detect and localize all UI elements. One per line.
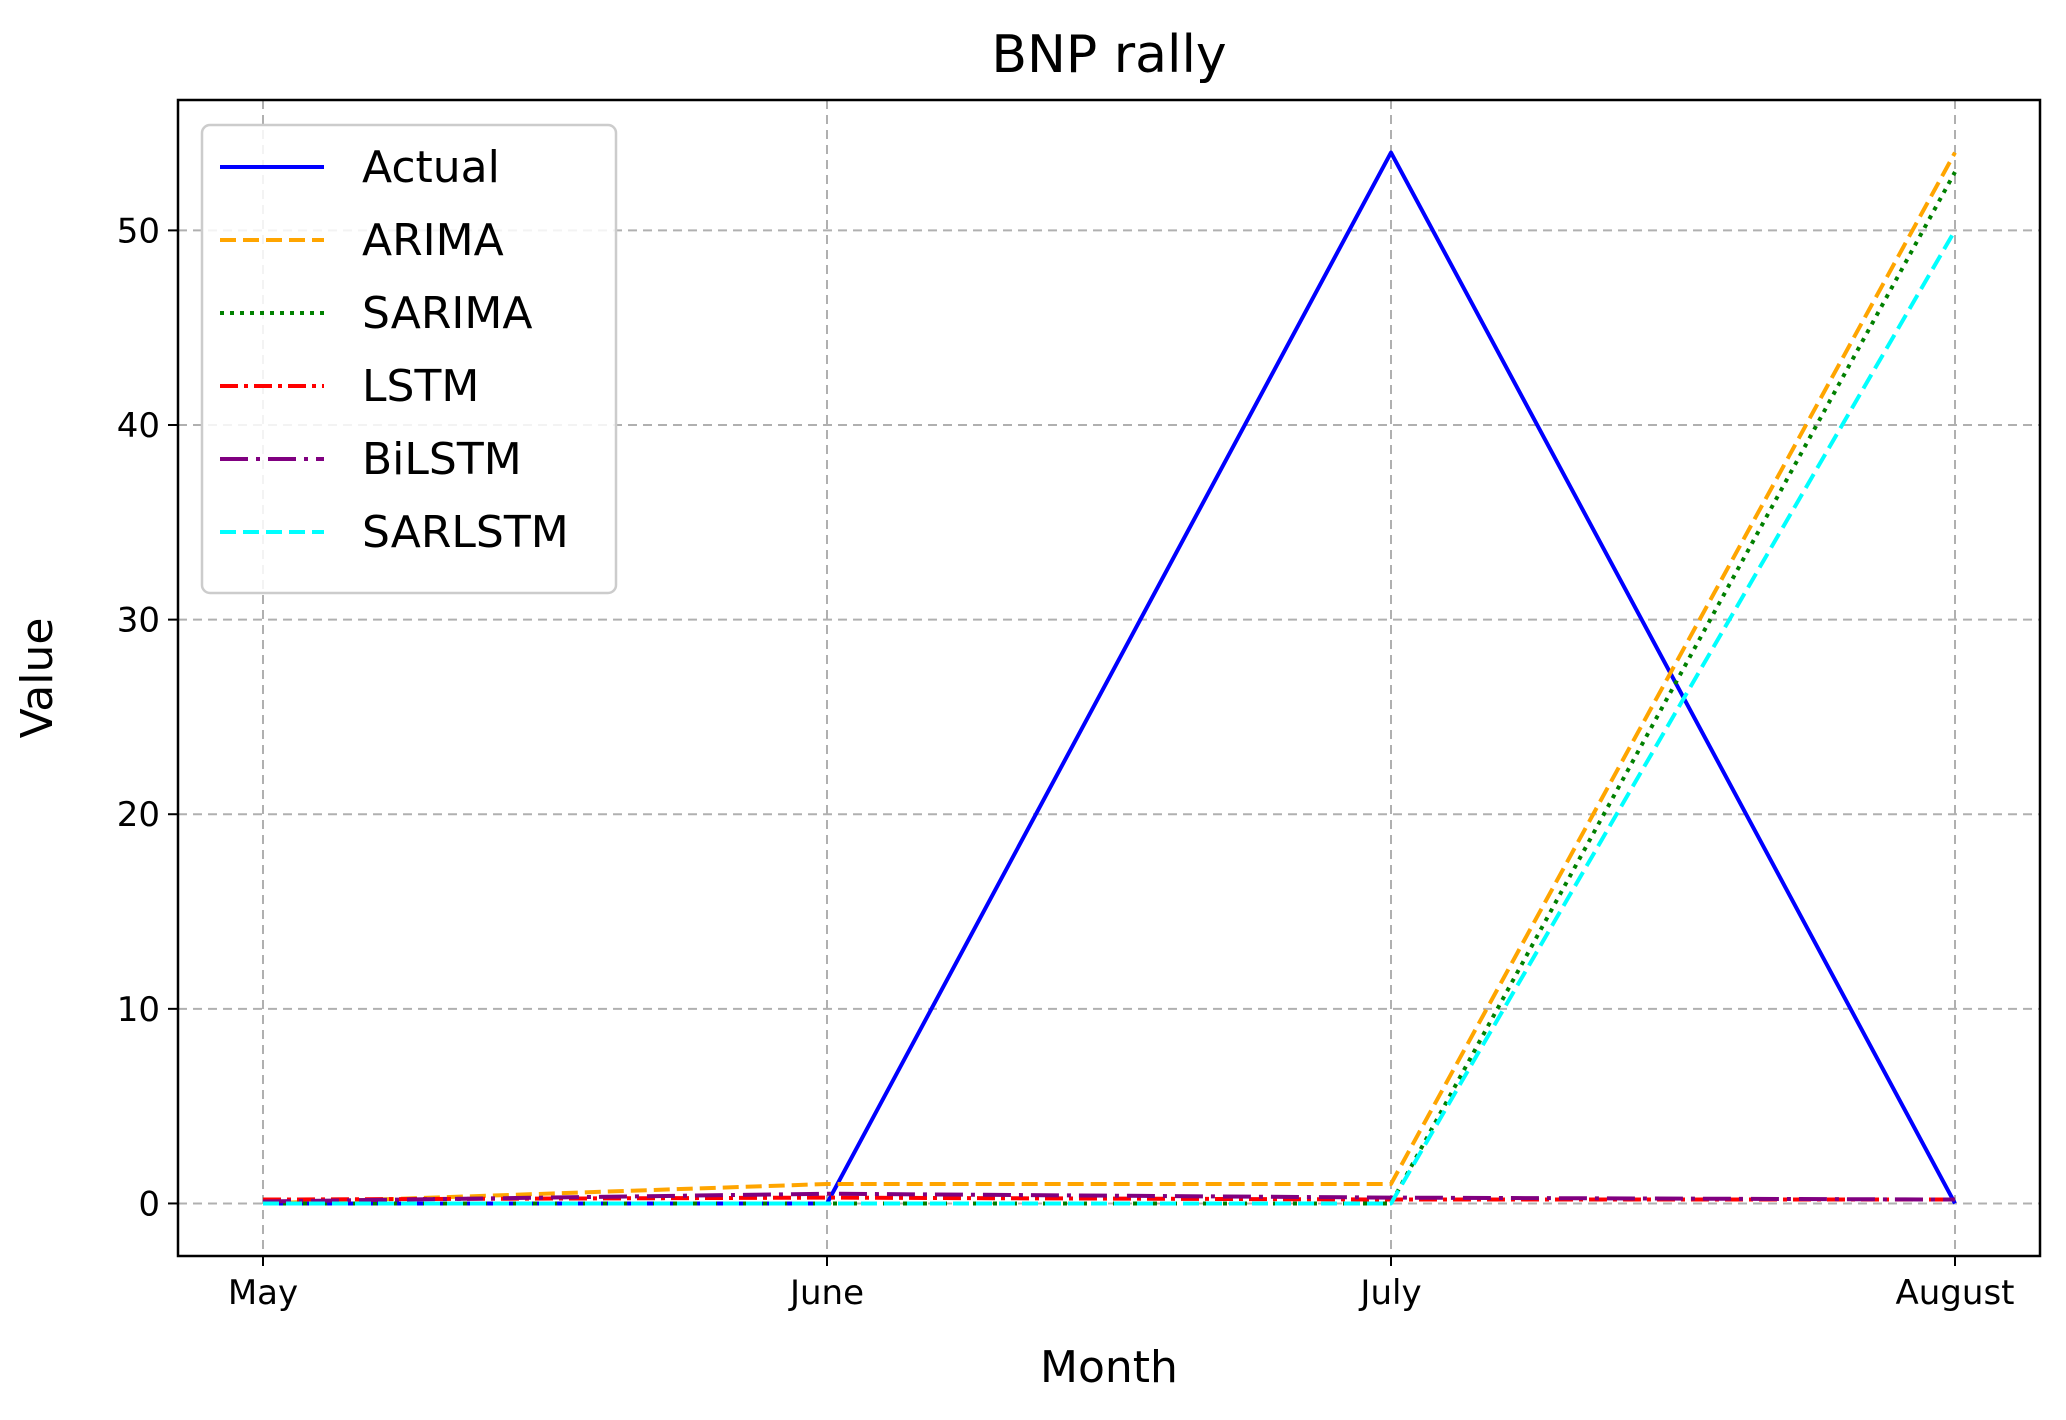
- plot-frame: [176, 98, 2042, 1258]
- legend-box: [200, 123, 618, 595]
- chart-title: BNP rally: [991, 25, 1226, 85]
- legend-label: SARIMA: [362, 288, 532, 339]
- x-tick-label: July: [1358, 1273, 1421, 1313]
- legend-label: ARIMA: [362, 215, 504, 266]
- y-tick-label: 0: [138, 1184, 160, 1224]
- legend-label: Actual: [362, 142, 500, 193]
- legend-label: BiLSTM: [362, 434, 522, 485]
- y-tick-label: 30: [117, 601, 160, 641]
- legend: Actual ARIMA SARIMA LSTM BiLSTM SARLSTM: [200, 123, 618, 595]
- x-tick-label: June: [788, 1273, 864, 1313]
- series-lines: [262, 150, 1957, 1206]
- y-axis-label: Value: [12, 618, 63, 739]
- x-tick-label: May: [228, 1273, 298, 1313]
- series-line-bilstm: [262, 1191, 1956, 1204]
- legend-label: LSTM: [362, 361, 479, 412]
- x-tick-label: August: [1896, 1273, 2015, 1313]
- series-line-arima: [262, 151, 1957, 1206]
- y-tick-label: 10: [117, 990, 160, 1030]
- grid: [178, 100, 2040, 1256]
- y-tick-label: 50: [117, 211, 160, 251]
- y-tick-label: 40: [117, 406, 160, 446]
- x-axis-label: Month: [1040, 1342, 1178, 1393]
- legend-label: SARLSTM: [362, 507, 569, 558]
- y-tick-label: 20: [117, 795, 160, 835]
- series-line-sarlstm: [263, 229, 1957, 1206]
- axis-ticks: May June July August 0 10 20 30 40 50: [117, 211, 2015, 1313]
